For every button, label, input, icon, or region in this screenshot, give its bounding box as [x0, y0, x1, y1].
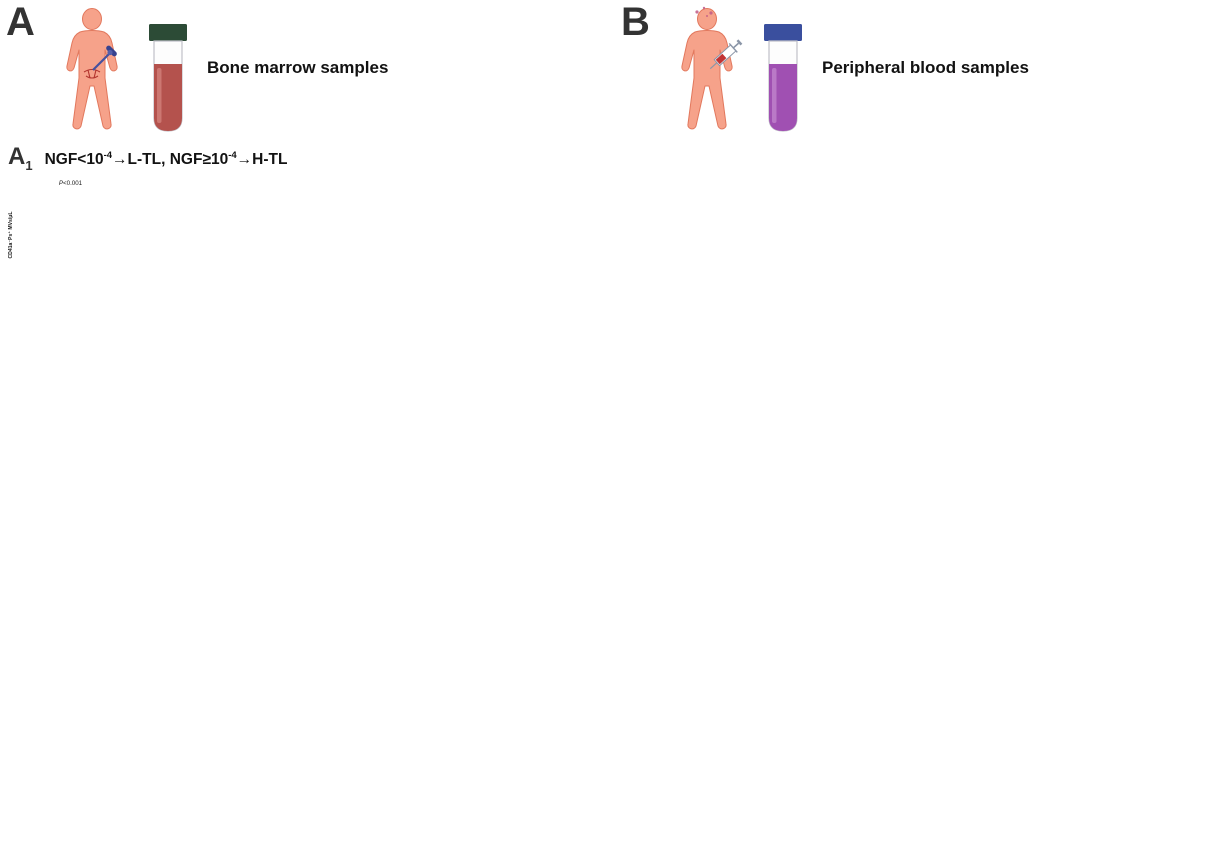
bone-marrow-aspiration-icon: [46, 6, 138, 143]
panel-a: A Bone marrow samples A1 NGF<10-4→L-TL, N…: [4, 0, 389, 308]
bone-marrow-tube-icon: [146, 24, 190, 141]
panel-b-label: B: [621, 0, 650, 44]
blood-draw-syringe-icon: [661, 6, 753, 143]
sample-type-label: Peripheral blood samples: [822, 58, 1029, 77]
peripheral-blood-tube-icon: [761, 24, 805, 141]
sample-type-label: Bone marrow samples: [207, 58, 389, 77]
subpanel-a1-title: A1 NGF<10-4→L-TL, NGF≥10-4→H-TL: [8, 143, 288, 173]
dot-plot-a1-1: CD41a⁻Ps⁺ MVs/μL P<0.001: [8, 180, 83, 259]
svg-text:CD41a⁻Ps⁺ MVs/μL: CD41a⁻Ps⁺ MVs/μL: [8, 212, 14, 259]
panel-a-label: A: [6, 0, 35, 44]
p-value-label: P<0.001: [59, 180, 83, 187]
dot-plot-row-a1: CD41a⁻Ps⁺ MVs/μL P<0.001: [4, 176, 105, 308]
panel-b: B Peripheral blood samples: [615, 0, 1230, 865]
